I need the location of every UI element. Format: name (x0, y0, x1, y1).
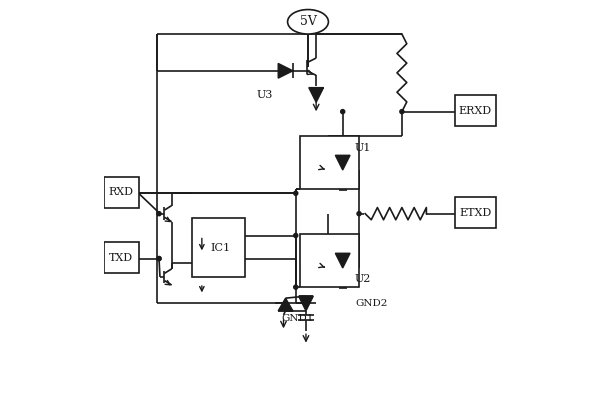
Polygon shape (278, 63, 293, 78)
Polygon shape (309, 88, 323, 102)
Polygon shape (335, 155, 350, 170)
Bar (104, 242, 139, 273)
Polygon shape (335, 253, 350, 268)
Bar (455, 197, 496, 228)
Text: U2: U2 (355, 274, 371, 284)
Bar (192, 218, 245, 277)
Circle shape (157, 256, 161, 261)
Polygon shape (278, 298, 293, 311)
Text: GND2: GND2 (355, 299, 387, 308)
Bar (300, 234, 359, 287)
Bar (455, 95, 496, 126)
Bar (104, 177, 139, 208)
Circle shape (357, 212, 361, 216)
Circle shape (157, 212, 161, 216)
Text: U3: U3 (257, 90, 274, 100)
Circle shape (341, 110, 345, 114)
Circle shape (294, 285, 298, 289)
Text: IC1: IC1 (210, 243, 230, 253)
Polygon shape (299, 296, 314, 311)
Text: 5V: 5V (299, 15, 317, 28)
Text: GND1: GND1 (282, 314, 314, 323)
Text: ERXD: ERXD (459, 106, 492, 115)
Text: RXD: RXD (109, 187, 134, 197)
Circle shape (294, 233, 298, 238)
Ellipse shape (288, 9, 328, 34)
Bar (300, 136, 359, 189)
Circle shape (400, 110, 404, 114)
Circle shape (157, 256, 161, 261)
Text: TXD: TXD (109, 252, 133, 263)
Text: ETXD: ETXD (460, 208, 492, 218)
Circle shape (294, 191, 298, 195)
Text: U1: U1 (355, 143, 371, 153)
